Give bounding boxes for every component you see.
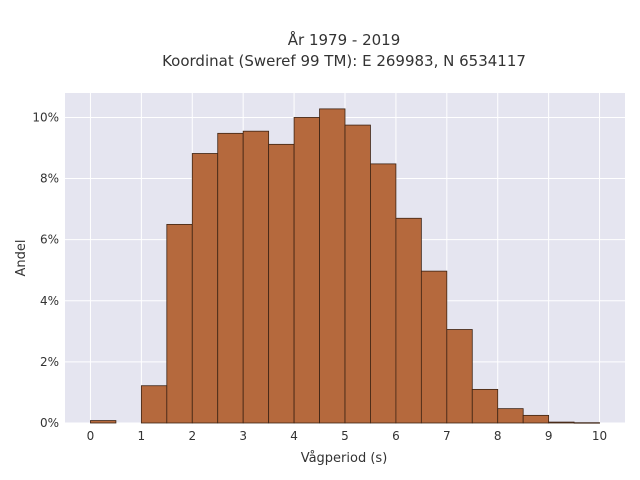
- histogram-bar: [217, 132, 244, 424]
- histogram-bar: [90, 420, 117, 424]
- x-tick-label: 0: [87, 429, 95, 443]
- y-tick-label: 6%: [40, 233, 59, 247]
- x-tick-label: 9: [545, 429, 553, 443]
- x-axis-title: Vågperiod (s): [301, 451, 388, 466]
- histogram-bar: [471, 388, 499, 424]
- histogram-bar: [242, 130, 270, 424]
- histogram-bar: [166, 223, 193, 424]
- histogram-bar: [319, 108, 346, 424]
- x-tick-label: 10: [592, 429, 607, 443]
- histogram-bar: [268, 143, 295, 424]
- x-tick-labels: 0 1 2 3 4 5 6 7 8 9 10: [87, 429, 608, 443]
- histogram-bar: [395, 217, 422, 424]
- chart-title-line-1: År 1979 - 2019: [288, 30, 401, 49]
- y-tick-label: 0%: [40, 416, 59, 430]
- histogram-bar: [140, 385, 168, 424]
- chart-title-line-2: Koordinat (Sweref 99 TM): E 269983, N 65…: [162, 52, 526, 70]
- y-tick-label: 8%: [40, 172, 59, 186]
- histogram-bar: [573, 422, 600, 424]
- x-tick-label: 4: [290, 429, 298, 443]
- x-tick-label: 5: [341, 429, 349, 443]
- y-tick-labels: 0% 2% 4% 6% 8% 10%: [32, 110, 59, 430]
- x-tick-label: 1: [138, 429, 146, 443]
- bars: [90, 108, 600, 424]
- y-tick-label: 4%: [40, 294, 59, 308]
- y-tick-label: 10%: [32, 110, 59, 124]
- histogram-bar: [446, 329, 473, 424]
- x-tick-label: 6: [392, 429, 400, 443]
- histogram-bar: [420, 270, 448, 424]
- y-axis-title: Andel: [14, 240, 29, 277]
- histogram-bar: [497, 408, 524, 424]
- x-tick-label: 7: [443, 429, 451, 443]
- x-tick-label: 2: [188, 429, 196, 443]
- x-tick-label: 3: [239, 429, 247, 443]
- histogram-bar: [548, 421, 575, 424]
- histogram-bar: [191, 153, 219, 424]
- histogram-bar: [344, 124, 371, 424]
- histogram-bar: [522, 414, 550, 424]
- histogram-bar: [293, 117, 320, 424]
- histogram-bar: [370, 163, 397, 424]
- x-tick-label: 8: [494, 429, 502, 443]
- y-tick-label: 2%: [40, 355, 59, 369]
